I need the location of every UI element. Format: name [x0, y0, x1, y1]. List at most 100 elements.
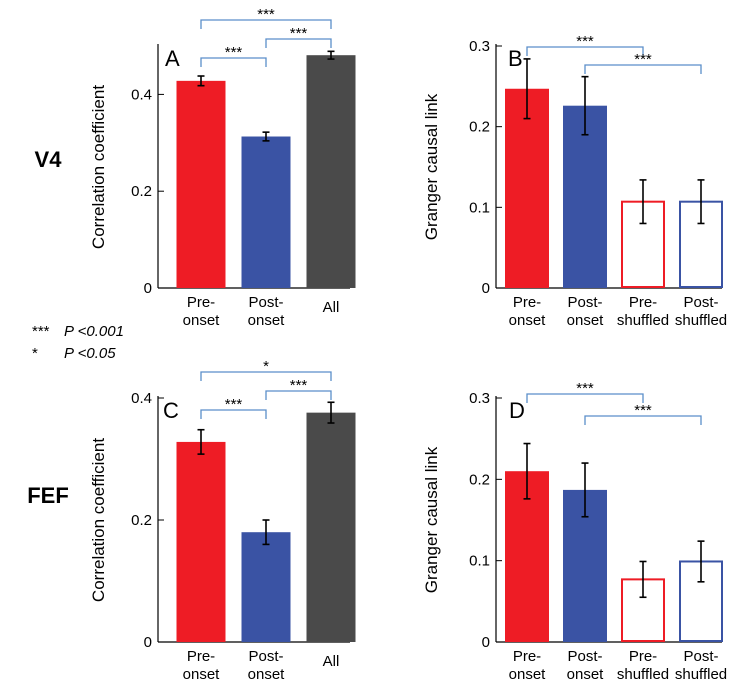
- x-category-label-line: shuffled: [675, 312, 727, 329]
- y-tick-label: 0.3: [469, 38, 490, 55]
- x-category-label: Pre-onset: [183, 294, 221, 329]
- bar-b-2: [563, 105, 607, 289]
- y-axis-title: Correlation coefficient: [89, 438, 108, 602]
- significance-bracket: [526, 393, 644, 403]
- x-category-label: Pre-shuffled: [617, 294, 669, 329]
- x-category-label-line: Post-: [248, 294, 283, 311]
- legend-text-1: P <0.001: [64, 323, 124, 340]
- x-category-label-line: Pre-: [629, 648, 657, 665]
- x-category-label-line: Post-: [683, 648, 718, 665]
- x-category-label: Pre-onset: [509, 294, 547, 329]
- x-category-label: Post-shuffled: [675, 648, 727, 680]
- panel-c-chart: 0 0.2 0.4 Correlation coefficient C Pre-onset…: [89, 358, 356, 680]
- x-category-label-line: onset: [183, 666, 221, 680]
- x-category-label-line: onset: [567, 312, 605, 329]
- x-category-label-line: Post-: [567, 648, 602, 665]
- x-category-label: Post-onset: [567, 648, 605, 680]
- significance-stars: ***: [257, 6, 275, 23]
- significance-stars: ***: [634, 51, 652, 68]
- significance-bracket: [200, 371, 332, 381]
- y-tick-label: 0.4: [131, 390, 152, 407]
- x-category-label-line: Post-: [683, 294, 718, 311]
- significance-bracket: [584, 415, 702, 425]
- y-tick-label: 0.1: [469, 199, 490, 216]
- x-category-label-line: onset: [183, 312, 221, 329]
- significance-stars: ***: [225, 396, 243, 413]
- bar-a-1: [176, 80, 226, 289]
- y-axis-title: Granger causal link: [422, 93, 441, 240]
- significance-bracket: [265, 390, 332, 400]
- bar-b-1: [505, 88, 549, 289]
- significance-bracket: [200, 57, 267, 67]
- x-category-label-line: All: [323, 299, 340, 316]
- significance-stars: ***: [576, 33, 594, 50]
- x-category-label-line: onset: [509, 312, 547, 329]
- x-category-label-line: Pre-: [629, 294, 657, 311]
- bar-c-1: [176, 441, 226, 642]
- legend-stars-2: *: [32, 345, 38, 362]
- panel-a-chart: 0 0.2 0.4 Correlation coefficient A Pre-onset…: [89, 6, 356, 329]
- x-category-label: Pre-onset: [509, 648, 547, 680]
- x-category-label: All: [323, 653, 340, 670]
- bar-c-2: [241, 532, 291, 642]
- significance-stars: *: [263, 358, 269, 375]
- y-tick-label: 0.4: [131, 86, 152, 103]
- y-tick-label: 0.3: [469, 390, 490, 407]
- significance-stars: ***: [634, 402, 652, 419]
- significance-stars: ***: [290, 377, 308, 394]
- y-tick-label: 0.2: [469, 471, 490, 488]
- bar-a-3: [306, 55, 356, 288]
- y-tick-label: 0.2: [131, 183, 152, 200]
- row-label-fef: FEF: [27, 483, 69, 508]
- y-tick-label: 0.2: [469, 119, 490, 136]
- panel-letter-b: B: [508, 46, 523, 71]
- significance-stars: ***: [576, 380, 594, 397]
- x-category-label: Post-onset: [248, 294, 286, 329]
- x-category-label-line: Pre-: [513, 648, 541, 665]
- y-tick-label: 0: [482, 280, 490, 297]
- significance-bracket: [265, 38, 332, 48]
- x-category-label-line: shuffled: [675, 666, 727, 680]
- x-category-label: Post-onset: [567, 294, 605, 329]
- row-label-v4: V4: [35, 147, 63, 172]
- significance-legend: *** P <0.001 * P <0.05: [32, 323, 124, 362]
- x-category-label-line: shuffled: [617, 312, 669, 329]
- y-axis-title: Granger causal link: [422, 446, 441, 593]
- significance-bracket: [584, 64, 702, 74]
- panel-letter-d: D: [509, 398, 525, 423]
- significance-bracket: [200, 19, 332, 29]
- y-tick-label: 0.2: [131, 512, 152, 529]
- x-category-label: Pre-onset: [183, 648, 221, 680]
- x-category-label-line: Pre-: [187, 294, 215, 311]
- y-tick-label: 0: [144, 634, 152, 651]
- significance-bracket: [200, 409, 267, 419]
- x-category-label-line: Pre-: [187, 648, 215, 665]
- x-category-label-line: onset: [248, 312, 286, 329]
- y-axis-title: Correlation coefficient: [89, 85, 108, 249]
- y-tick-label: 0: [144, 280, 152, 297]
- significance-bracket: [526, 46, 644, 56]
- panel-letter-c: C: [163, 398, 179, 423]
- x-category-label-line: Post-: [248, 648, 283, 665]
- x-category-label-line: shuffled: [617, 666, 669, 680]
- bar-a-2: [241, 136, 291, 288]
- x-category-label-line: All: [323, 653, 340, 670]
- x-category-label-line: Post-: [567, 294, 602, 311]
- significance-stars: ***: [225, 44, 243, 61]
- x-category-label: Post-onset: [248, 648, 286, 680]
- panel-letter-a: A: [165, 46, 180, 71]
- significance-stars: ***: [290, 25, 308, 42]
- x-category-label: Pre-shuffled: [617, 648, 669, 680]
- bar-c-3: [306, 412, 356, 642]
- x-category-label-line: onset: [248, 666, 286, 680]
- legend-stars-1: ***: [32, 323, 50, 340]
- bar-d-1: [505, 471, 549, 642]
- x-category-label: Post-shuffled: [675, 294, 727, 329]
- y-tick-label: 0.1: [469, 553, 490, 570]
- x-category-label-line: onset: [567, 666, 605, 680]
- legend-text-2: P <0.05: [64, 345, 116, 362]
- x-category-label: All: [323, 299, 340, 316]
